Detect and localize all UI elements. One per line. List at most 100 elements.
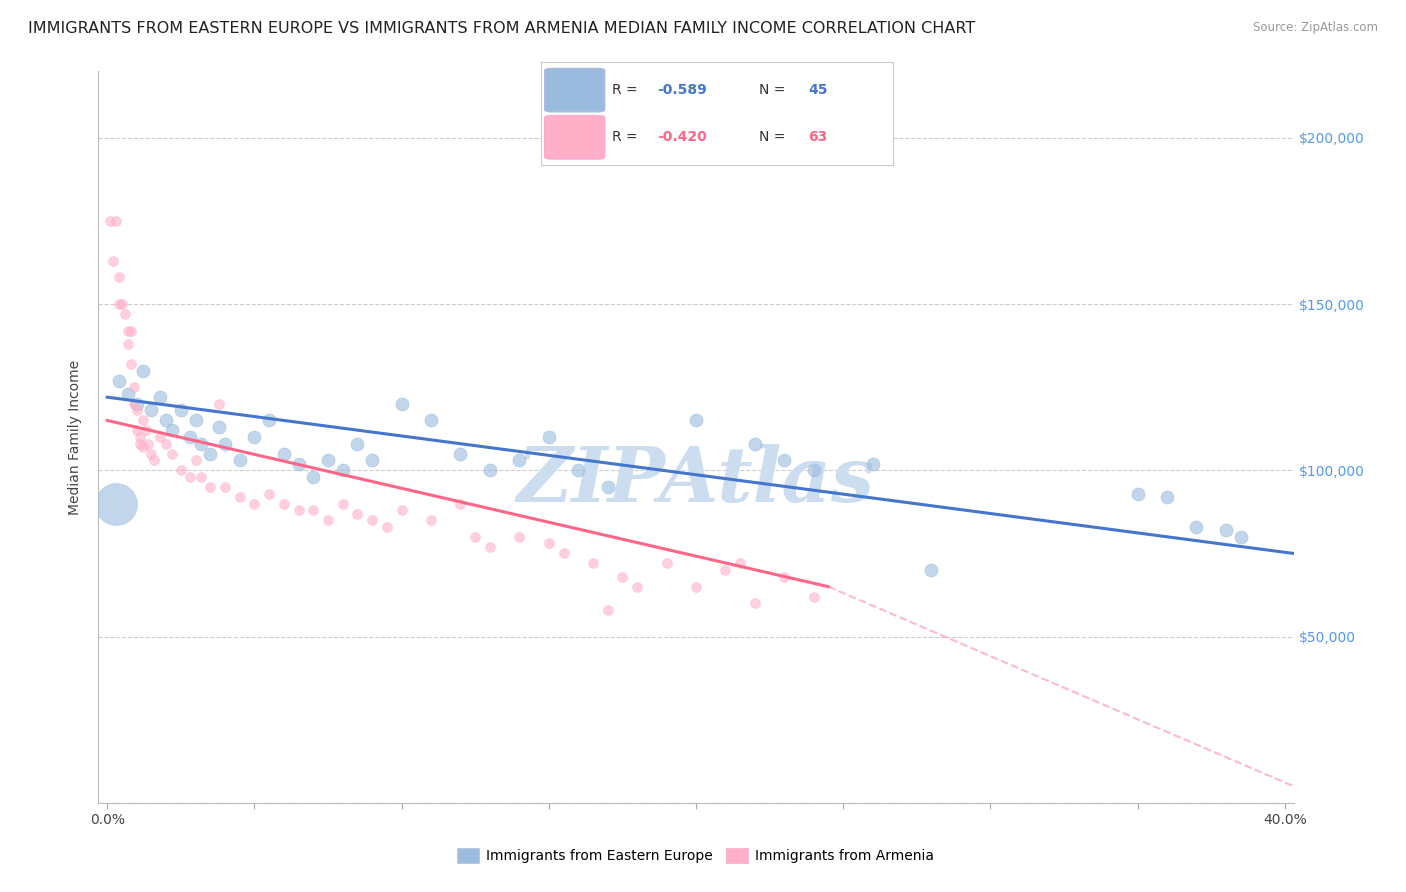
Point [537, 430, 560, 444]
Text: ZIPAtlas: ZIPAtlas [517, 444, 875, 518]
Text: -0.589: -0.589 [658, 83, 707, 97]
Point [141, 403, 163, 417]
Point [316, 513, 339, 527]
Point [108, 297, 131, 311]
Point [184, 453, 207, 467]
Point [361, 513, 384, 527]
Point [160, 447, 183, 461]
Point [773, 570, 796, 584]
Point [105, 497, 128, 511]
Point [655, 557, 678, 571]
Point [170, 403, 193, 417]
Point [101, 253, 124, 268]
Point [685, 580, 707, 594]
Point [128, 436, 150, 450]
Point [287, 503, 309, 517]
Point [464, 530, 486, 544]
Point [214, 480, 236, 494]
Point [122, 380, 145, 394]
Point [228, 490, 250, 504]
Point [361, 453, 384, 467]
Text: 45: 45 [808, 83, 828, 97]
Point [257, 413, 280, 427]
Point [391, 503, 413, 517]
Point [273, 497, 295, 511]
Point [179, 470, 201, 484]
Point [134, 424, 156, 438]
Point [138, 436, 160, 450]
Point [141, 447, 163, 461]
Point [184, 413, 207, 427]
FancyBboxPatch shape [546, 69, 605, 112]
Point [108, 270, 131, 285]
Point [243, 430, 266, 444]
Point [117, 324, 139, 338]
Point [316, 453, 339, 467]
Point [108, 374, 131, 388]
Y-axis label: Median Family Income: Median Family Income [69, 359, 83, 515]
Point [117, 337, 139, 351]
Point [200, 480, 222, 494]
Point [626, 580, 648, 594]
Point [114, 307, 136, 321]
Point [553, 546, 575, 560]
Point [302, 503, 325, 517]
Point [450, 447, 472, 461]
Point [128, 430, 150, 444]
Point [1156, 490, 1178, 504]
Point [122, 397, 145, 411]
Point [744, 596, 766, 610]
Point [302, 470, 325, 484]
Text: IMMIGRANTS FROM EASTERN EUROPE VS IMMIGRANTS FROM ARMENIA MEDIAN FAMILY INCOME C: IMMIGRANTS FROM EASTERN EUROPE VS IMMIGR… [28, 21, 976, 37]
Point [160, 424, 183, 438]
Point [744, 436, 766, 450]
Text: -0.420: -0.420 [658, 130, 707, 145]
Point [862, 457, 884, 471]
Point [567, 463, 589, 477]
Point [612, 570, 634, 584]
Text: Source: ZipAtlas.com: Source: ZipAtlas.com [1253, 21, 1378, 35]
Point [1215, 523, 1237, 537]
Point [1185, 520, 1208, 534]
Point [179, 430, 201, 444]
Text: R =: R = [612, 83, 641, 97]
Point [208, 397, 231, 411]
Point [287, 457, 309, 471]
Point [596, 480, 619, 494]
Point [803, 463, 825, 477]
Point [208, 420, 231, 434]
Text: N =: N = [759, 83, 790, 97]
Point [478, 540, 501, 554]
Point [131, 413, 153, 427]
Text: 63: 63 [808, 130, 828, 145]
Point [1229, 530, 1251, 544]
Point [125, 403, 148, 417]
Point [375, 520, 398, 534]
Point [332, 497, 354, 511]
Point [537, 536, 560, 550]
Point [1126, 486, 1149, 500]
Point [420, 513, 443, 527]
Point [273, 447, 295, 461]
Point [117, 387, 139, 401]
Point [105, 214, 128, 228]
Point [685, 413, 707, 427]
Point [714, 563, 737, 577]
Point [596, 603, 619, 617]
Point [478, 463, 501, 477]
Point [155, 436, 177, 450]
Point [120, 324, 142, 338]
Point [190, 436, 212, 450]
Point [920, 563, 942, 577]
Text: R =: R = [612, 130, 641, 145]
Point [200, 447, 222, 461]
Point [582, 557, 605, 571]
Point [125, 397, 148, 411]
Point [149, 390, 172, 404]
Point [214, 436, 236, 450]
Point [149, 430, 172, 444]
Point [420, 413, 443, 427]
FancyBboxPatch shape [546, 116, 605, 159]
Point [111, 297, 134, 311]
Point [131, 363, 153, 377]
